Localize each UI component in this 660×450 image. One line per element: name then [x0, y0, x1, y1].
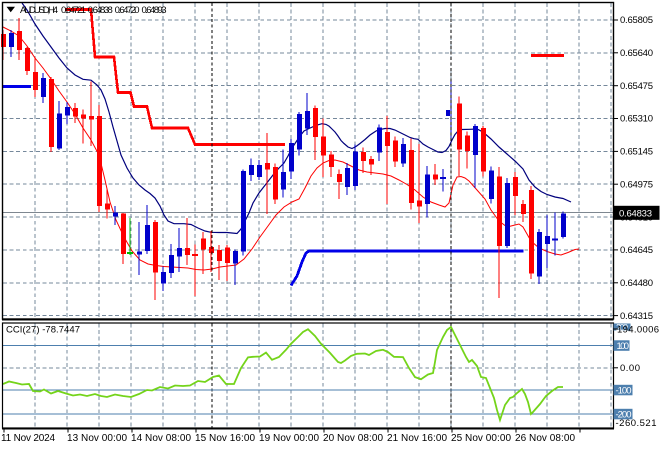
- svg-text:13 Nov 00:00: 13 Nov 00:00: [67, 433, 127, 444]
- svg-text:194.0006: 194.0006: [617, 324, 659, 335]
- svg-text:25 Nov 00:00: 25 Nov 00:00: [451, 433, 511, 444]
- svg-text:0.64975: 0.64975: [620, 179, 653, 190]
- svg-text:-100: -100: [616, 385, 632, 396]
- svg-text:0.64480: 0.64480: [620, 278, 653, 289]
- svg-text:0.00: 0.00: [620, 363, 640, 374]
- svg-text:26 Nov 08:00: 26 Nov 08:00: [515, 433, 575, 444]
- svg-text:21 Nov 16:00: 21 Nov 16:00: [387, 433, 447, 444]
- svg-text:100: 100: [617, 341, 630, 352]
- svg-text:AUDUSD,H4: AUDUSD,H4: [20, 5, 58, 16]
- svg-text:-260.521: -260.521: [616, 418, 657, 429]
- svg-text:CCI(27) -78.7447: CCI(27) -78.7447: [6, 325, 80, 336]
- svg-text:0.64315: 0.64315: [620, 311, 653, 322]
- svg-text:0.65310: 0.65310: [620, 114, 653, 125]
- svg-text:0.64833: 0.64833: [619, 208, 652, 219]
- svg-text:15 Nov 16:00: 15 Nov 16:00: [195, 433, 255, 444]
- svg-text:11 Nov 2024: 11 Nov 2024: [1, 433, 55, 444]
- svg-text:0.64838: 0.64838: [88, 5, 113, 16]
- svg-text:0.64721: 0.64721: [61, 5, 86, 16]
- svg-text:200: 200: [616, 323, 628, 333]
- svg-text:0.64645: 0.64645: [620, 245, 653, 256]
- svg-text:20 Nov 08:00: 20 Nov 08:00: [323, 433, 383, 444]
- svg-text:19 Nov 00:00: 19 Nov 00:00: [259, 433, 319, 444]
- svg-text:0.65805: 0.65805: [620, 15, 653, 26]
- svg-text:0.65640: 0.65640: [620, 48, 653, 59]
- svg-text:0.65145: 0.65145: [620, 147, 653, 158]
- svg-text:0.64893: 0.64893: [142, 5, 167, 16]
- svg-text:0.65475: 0.65475: [620, 81, 653, 92]
- svg-text:0.64720: 0.64720: [115, 5, 140, 16]
- svg-text:14 Nov 08:00: 14 Nov 08:00: [131, 433, 191, 444]
- svg-text:-200: -200: [616, 409, 632, 420]
